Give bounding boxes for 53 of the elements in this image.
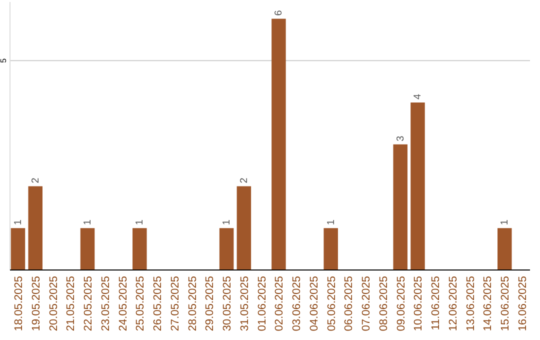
data-label: 1: [134, 219, 146, 226]
bar: [272, 18, 286, 270]
bar: [393, 144, 408, 270]
x-tick-label: 13.06.2025: [464, 276, 477, 332]
x-tick-label: 22.05.2025: [82, 276, 95, 332]
x-tick-label: 11.06.2025: [430, 276, 442, 330]
data-label: 3: [395, 135, 406, 142]
x-tick-label: 30.05.2025: [222, 276, 234, 332]
x-tick-label: 26.05.2025: [152, 276, 164, 332]
bar: [219, 228, 234, 270]
data-label: 4: [412, 94, 424, 100]
data-label: 1: [12, 219, 24, 226]
x-tick-label: 25.05.2025: [134, 276, 147, 332]
data-label: 1: [500, 219, 511, 226]
x-tick-label: 08.06.2025: [378, 276, 390, 332]
x-tick-label: 03.06.2025: [291, 276, 304, 332]
x-tick-label: 10.06.2025: [412, 276, 425, 332]
y-tick-label: 5: [0, 58, 8, 63]
x-tick-label: 07.06.2025: [360, 276, 373, 332]
x-tick-label: 05.06.2025: [326, 276, 338, 332]
x-tick-label: 19.05.2025: [30, 276, 42, 332]
x-tick-label: 12.06.2025: [447, 276, 460, 332]
x-tick-label: 04.06.2025: [308, 276, 320, 332]
x-tick-label: 24.05.2025: [117, 276, 130, 332]
data-label: 1: [326, 219, 337, 226]
bar: [10, 228, 26, 270]
data-label: 1: [222, 219, 233, 226]
x-tick-label: 06.06.2025: [343, 276, 356, 332]
bar: [80, 228, 95, 270]
bar: [236, 186, 252, 270]
x-tick-label: 27.05.2025: [169, 276, 182, 332]
x-tick-label: 18.05.2025: [12, 276, 25, 332]
data-label: 2: [238, 177, 250, 184]
x-tick-label: 21.05.2025: [65, 276, 78, 332]
x-tick-label: 28.05.2025: [186, 276, 199, 332]
x-tick-label: 15.06.2025: [500, 276, 512, 332]
x-tick-label: 02.06.2025: [274, 276, 286, 332]
x-tick-label: 01.06.2025: [256, 276, 268, 332]
x-tick-label: 09.06.2025: [395, 276, 408, 332]
bar: [324, 228, 338, 270]
bar: [410, 102, 425, 270]
x-tick-label: 23.05.2025: [100, 276, 112, 332]
data-label: 1: [82, 219, 94, 226]
x-tick-label: 20.05.2025: [48, 276, 60, 332]
bar: [132, 228, 147, 270]
data-label: 2: [30, 177, 42, 184]
bar: [498, 228, 512, 270]
data-label: 6: [274, 10, 285, 16]
bar: [28, 186, 42, 270]
x-tick-label: 31.05.2025: [238, 276, 251, 332]
x-tick-label: 16.06.2025: [517, 276, 530, 332]
x-tick-label: 14.06.2025: [482, 276, 494, 332]
x-tick-label: 29.05.2025: [204, 276, 216, 332]
